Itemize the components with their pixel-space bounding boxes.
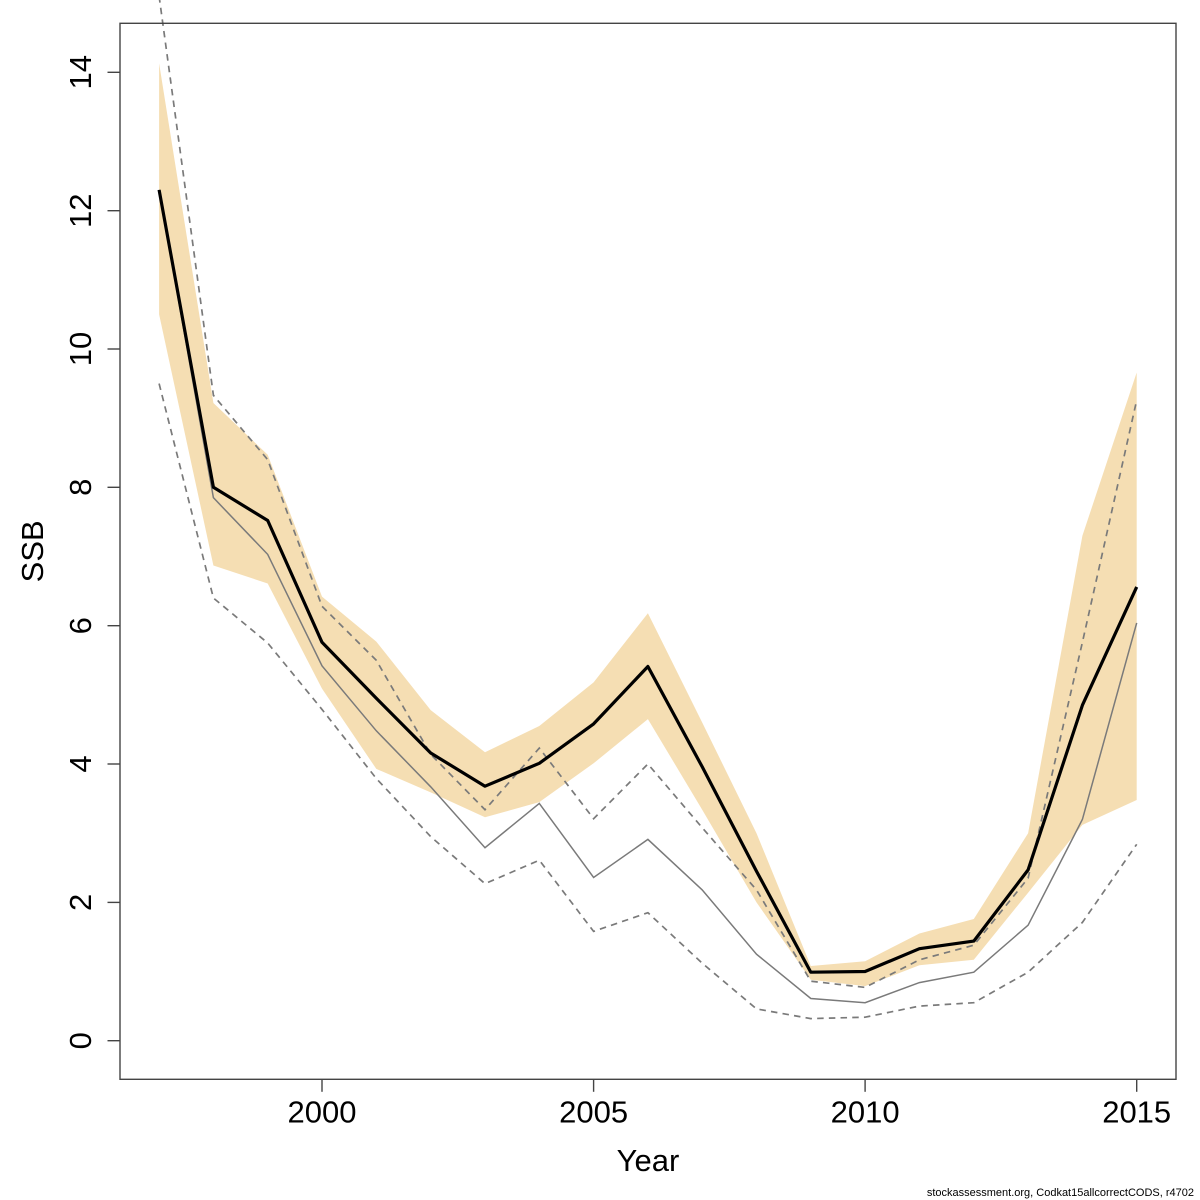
- svg-text:stockassessment.org, Codkat15a: stockassessment.org, Codkat15allcorrectC…: [927, 1187, 1194, 1199]
- svg-text:2010: 2010: [831, 1095, 900, 1130]
- svg-text:12: 12: [63, 193, 98, 227]
- svg-text:4: 4: [63, 755, 98, 772]
- svg-text:14: 14: [63, 55, 98, 89]
- svg-text:2015: 2015: [1102, 1095, 1171, 1130]
- svg-text:2: 2: [63, 894, 98, 911]
- svg-text:8: 8: [63, 479, 98, 496]
- svg-text:10: 10: [63, 332, 98, 366]
- svg-text:0: 0: [63, 1032, 98, 1049]
- svg-text:Year: Year: [617, 1143, 680, 1178]
- svg-text:2005: 2005: [559, 1095, 628, 1130]
- svg-text:2000: 2000: [288, 1095, 357, 1130]
- svg-text:6: 6: [63, 617, 98, 634]
- svg-text:SSB: SSB: [15, 520, 50, 582]
